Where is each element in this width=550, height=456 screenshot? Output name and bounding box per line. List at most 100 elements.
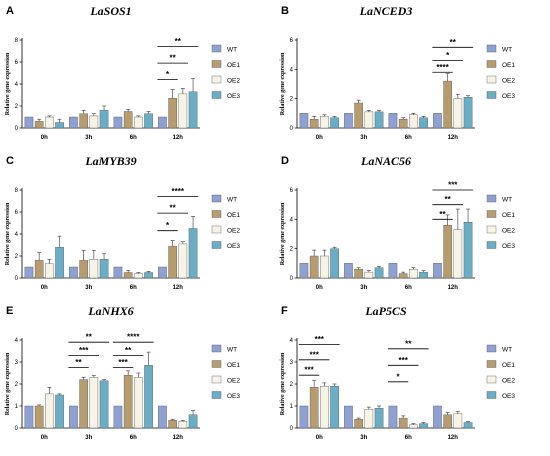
bar-WT-3h <box>69 266 78 279</box>
bar-WT-0h <box>299 113 309 129</box>
bar-OE3-3h <box>99 259 109 279</box>
bar-OE1-3h <box>79 113 88 129</box>
legend-swatch-OE1 <box>486 360 497 368</box>
bar-OE2-6h <box>134 116 143 129</box>
y-tick-label: 6 <box>290 188 294 194</box>
legend-swatch-OE2 <box>486 225 497 234</box>
significance-label: ** <box>86 333 93 342</box>
bar-OE2-12h <box>453 413 463 429</box>
y-tick-label: 4 <box>290 338 294 344</box>
legend-swatch-OE1 <box>211 210 222 218</box>
bar-OE1-3h <box>79 379 88 429</box>
y-tick-label: 0 <box>15 426 19 432</box>
bar-OE1-0h <box>309 255 319 279</box>
legend-label-OE1: OE1 <box>502 62 515 69</box>
panel-D: D LaNAC56 Relative gene expression 0 2 4 6 0h 3h… <box>280 154 515 291</box>
bar-OE3-3h <box>374 407 384 429</box>
legend-swatch-OE3 <box>486 391 497 399</box>
legend-swatch-OE2 <box>211 225 222 234</box>
legend-label-OE1: OE1 <box>502 212 515 219</box>
x-category-label: 3h <box>360 435 367 441</box>
bar-OE1-0h <box>309 387 319 429</box>
significance-label: ** <box>170 54 177 63</box>
bar-OE2-0h <box>320 116 329 129</box>
legend-label-WT: WT <box>227 47 237 54</box>
legend-swatch-WT <box>211 44 222 53</box>
y-tick-label: 3 <box>290 360 294 366</box>
y-axis-label: Relative gene expression <box>5 202 11 265</box>
legend-label-OE1: OE1 <box>227 62 240 69</box>
legend-label-OE3: OE3 <box>227 243 240 250</box>
x-category-label: 0h <box>316 135 323 141</box>
significance-label: **** <box>127 333 140 342</box>
bar-WT-3h <box>344 263 353 279</box>
bar-OE1-0h <box>34 121 44 129</box>
legend-swatch-OE3 <box>211 241 222 249</box>
bar-OE2-6h <box>134 273 143 279</box>
bar-OE2-3h <box>89 115 99 129</box>
legend-swatch-OE2 <box>211 375 222 384</box>
panel-title-F: LaP5CS <box>364 304 407 318</box>
bar-WT-12h <box>433 405 442 429</box>
bar-OE1-12h <box>443 414 452 429</box>
significance-label: *** <box>315 335 325 344</box>
panel-letter-D: D <box>281 155 289 167</box>
bar-OE2-0h <box>320 385 329 429</box>
bar-OE1-3h <box>354 418 363 429</box>
bar-OE3-3h <box>99 380 109 429</box>
bar-OE2-12h <box>178 93 188 129</box>
bar-OE3-12h <box>463 96 473 129</box>
x-category-label: 12h <box>173 135 184 141</box>
legend-swatch-OE1 <box>486 60 497 68</box>
significance-label: **** <box>172 187 185 196</box>
bar-WT-12h <box>158 116 167 129</box>
bar-OE1-0h <box>34 260 44 279</box>
legend-swatch-WT <box>211 194 222 203</box>
bar-WT-12h <box>158 405 167 429</box>
significance-label: ** <box>75 358 82 367</box>
x-category-label: 6h <box>405 435 412 441</box>
legend-label-OE1: OE1 <box>227 212 240 219</box>
legend-swatch-WT <box>486 194 497 203</box>
bar-WT-0h <box>24 405 34 429</box>
legend-label-OE2: OE2 <box>227 378 240 385</box>
legend-swatch-OE3 <box>486 91 497 99</box>
bar-WT-0h <box>24 116 34 129</box>
bar-OE1-0h <box>309 118 319 129</box>
significance-label: *** <box>118 358 128 367</box>
bar-OE2-12h <box>453 98 463 129</box>
x-category-label: 3h <box>360 135 367 141</box>
legend-swatch-OE2 <box>211 75 222 84</box>
significance-label: ** <box>175 37 182 46</box>
y-tick-label: 0 <box>290 126 294 132</box>
panel-F: F LaP5CS Relative gene expression 0 1 2 3 4 0h 3h… <box>280 304 515 441</box>
bar-OE3-6h <box>419 423 428 429</box>
significance-label: ** <box>450 38 457 47</box>
bar-OE1-12h <box>168 245 177 279</box>
bar-OE3-0h <box>330 117 339 129</box>
legend-label-OE3: OE3 <box>502 243 515 250</box>
legend-label-OE3: OE3 <box>502 93 515 100</box>
panel-title-D: LaNAC56 <box>360 154 411 168</box>
significance-label: * <box>166 70 170 79</box>
panel-A: A LaSOS1 Relative gene expression 0 2 4 6 8 0h 3h… <box>5 4 240 141</box>
y-tick-label: 4 <box>15 338 19 344</box>
bar-OE2-6h <box>409 268 418 279</box>
bar-OE2-6h <box>409 114 418 129</box>
bar-WT-3h <box>69 116 78 129</box>
legend-label-WT: WT <box>227 197 237 204</box>
y-tick-label: 2 <box>290 382 294 388</box>
x-category-label: 12h <box>173 435 184 441</box>
legend-swatch-OE2 <box>486 375 497 384</box>
x-category-label: 3h <box>85 435 92 441</box>
legend-label-OE3: OE3 <box>227 93 240 100</box>
panel-title-E: LaNHX6 <box>87 304 133 318</box>
bar-WT-6h <box>388 405 398 429</box>
x-category-label: 0h <box>316 285 323 291</box>
panel-letter-E: E <box>6 305 13 317</box>
bar-OE3-6h <box>419 117 428 129</box>
panel-title-C: LaMYB39 <box>84 154 136 168</box>
legend-swatch-OE1 <box>211 60 222 68</box>
legend-swatch-OE3 <box>486 241 497 249</box>
